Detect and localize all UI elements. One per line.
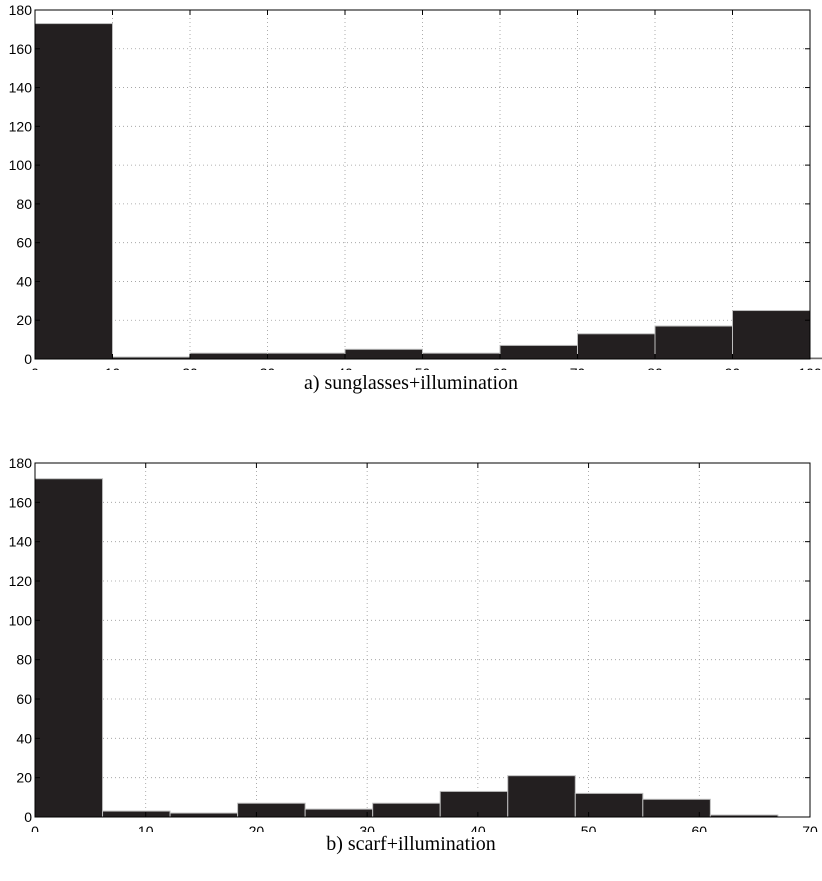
histogram-b-x-tick-label: 0 — [31, 823, 39, 832]
histogram-a-x-tick-label: 60 — [492, 365, 508, 370]
histogram-a-y-tick-label: 100 — [9, 157, 33, 173]
histogram-a-bar — [189, 352, 268, 360]
histogram-b-y-tick-label: 160 — [9, 494, 33, 510]
histogram-a-plot: 0 10 20 30 40 50 60 70 80 90 100 0 20 40 60 80 100 120 140… — [9, 2, 822, 370]
histogram-a-x-tick-label: 70 — [570, 365, 586, 370]
histogram-b-y-tick-label: 60 — [16, 691, 32, 707]
histogram-a-plot-area — [35, 10, 810, 359]
histogram-a-x-tick-label: 30 — [260, 365, 276, 370]
histogram-a-y-tick-label: 140 — [9, 80, 33, 96]
histogram-b-x-tick-label: 30 — [359, 823, 375, 832]
histogram-a-x-tick-label: 90 — [725, 365, 741, 370]
histogram-a-bar — [344, 348, 423, 360]
histogram-b-bar — [642, 798, 711, 818]
histogram-a-y-tick-label: 0 — [24, 351, 32, 367]
histogram-b-bar — [102, 810, 171, 818]
histogram-a-bar — [809, 357, 822, 360]
histogram-b-x-tick-label: 40 — [470, 823, 486, 832]
histogram-a-y-tick-label: 40 — [16, 273, 32, 289]
histogram-a-bar — [499, 344, 578, 360]
histogram-b-y-tick-label: 140 — [9, 534, 33, 550]
histogram-b-x-tick-label: 60 — [691, 823, 707, 832]
histogram-a-y-tick-label: 60 — [16, 235, 32, 251]
histogram-b-caption: b) scarf+illumination — [326, 833, 496, 855]
histogram-a-caption: a) sunglasses+illumination — [303, 372, 519, 394]
histogram-b-y-tick-label: 100 — [9, 612, 33, 628]
histogram-a-bar — [732, 310, 811, 360]
histogram-b-y-tick-label: 20 — [16, 770, 32, 786]
histogram-b-bar — [507, 775, 576, 818]
histogram-b-y-tick-label: 180 — [9, 455, 33, 471]
histogram-a-y-tick-label: 160 — [9, 41, 33, 57]
histogram-b-bar — [237, 802, 306, 818]
histogram-a-x-tick-label: 20 — [182, 365, 198, 370]
histogram-b-y-tick-label: 80 — [16, 652, 32, 668]
histogram-b-axes-box — [34, 462, 811, 818]
histogram-b-y-tick-label: 0 — [24, 809, 32, 825]
histogram-a-x-tick-label: 40 — [337, 365, 353, 370]
histogram-b-x-tick-label: 10 — [138, 823, 154, 832]
histogram-b-bar — [372, 802, 441, 818]
histogram-a-x-tick-label: 80 — [647, 365, 663, 370]
histogram-a-y-tick-label: 80 — [16, 196, 32, 212]
histogram-a-x-tick-label: 100 — [798, 365, 822, 370]
histogram-a-x-tick-label: 10 — [105, 365, 121, 370]
histogram-b-x-tick-label: 70 — [802, 823, 818, 832]
histogram-b-bar — [574, 792, 644, 818]
histogram-b-bar — [304, 808, 374, 818]
histogram-b-plot: 0 10 20 30 40 50 60 70 0 20 40 60 80 100 120 140 160 180 — [9, 455, 818, 832]
histogram-b-y-tick-label: 120 — [9, 573, 33, 589]
histogram-panel-a: 0 10 20 30 40 50 60 70 80 90 100 0 20 40 60 80 100 120 140… — [0, 0, 822, 440]
histogram-a-y-tick-label: 120 — [9, 118, 33, 134]
histogram-a-x-tick-label: 0 — [31, 365, 39, 370]
histogram-a-x-tick-label: 50 — [415, 365, 431, 370]
histogram-b-bar — [34, 478, 104, 818]
histogram-a-bar — [267, 352, 346, 360]
histogram-panel-b: 0 10 20 30 40 50 60 70 0 20 40 60 80 100 120 140 160 180 … — [0, 440, 822, 881]
histogram-b-x-tick-label: 20 — [249, 823, 265, 832]
histogram-a-bar — [654, 325, 733, 360]
histogram-b-plot-area — [35, 463, 810, 817]
histogram-a-bar — [422, 352, 501, 360]
histogram-a-y-tick-label: 20 — [16, 312, 32, 328]
histogram-b-bar — [439, 790, 509, 818]
histogram-a-bar — [34, 23, 113, 360]
histogram-b-x-tick-label: 50 — [581, 823, 597, 832]
histogram-a-y-tick-label: 180 — [9, 2, 33, 18]
histogram-a-bar — [577, 333, 656, 360]
histogram-b-bar — [169, 812, 239, 818]
histogram-b-y-tick-label: 40 — [16, 730, 32, 746]
